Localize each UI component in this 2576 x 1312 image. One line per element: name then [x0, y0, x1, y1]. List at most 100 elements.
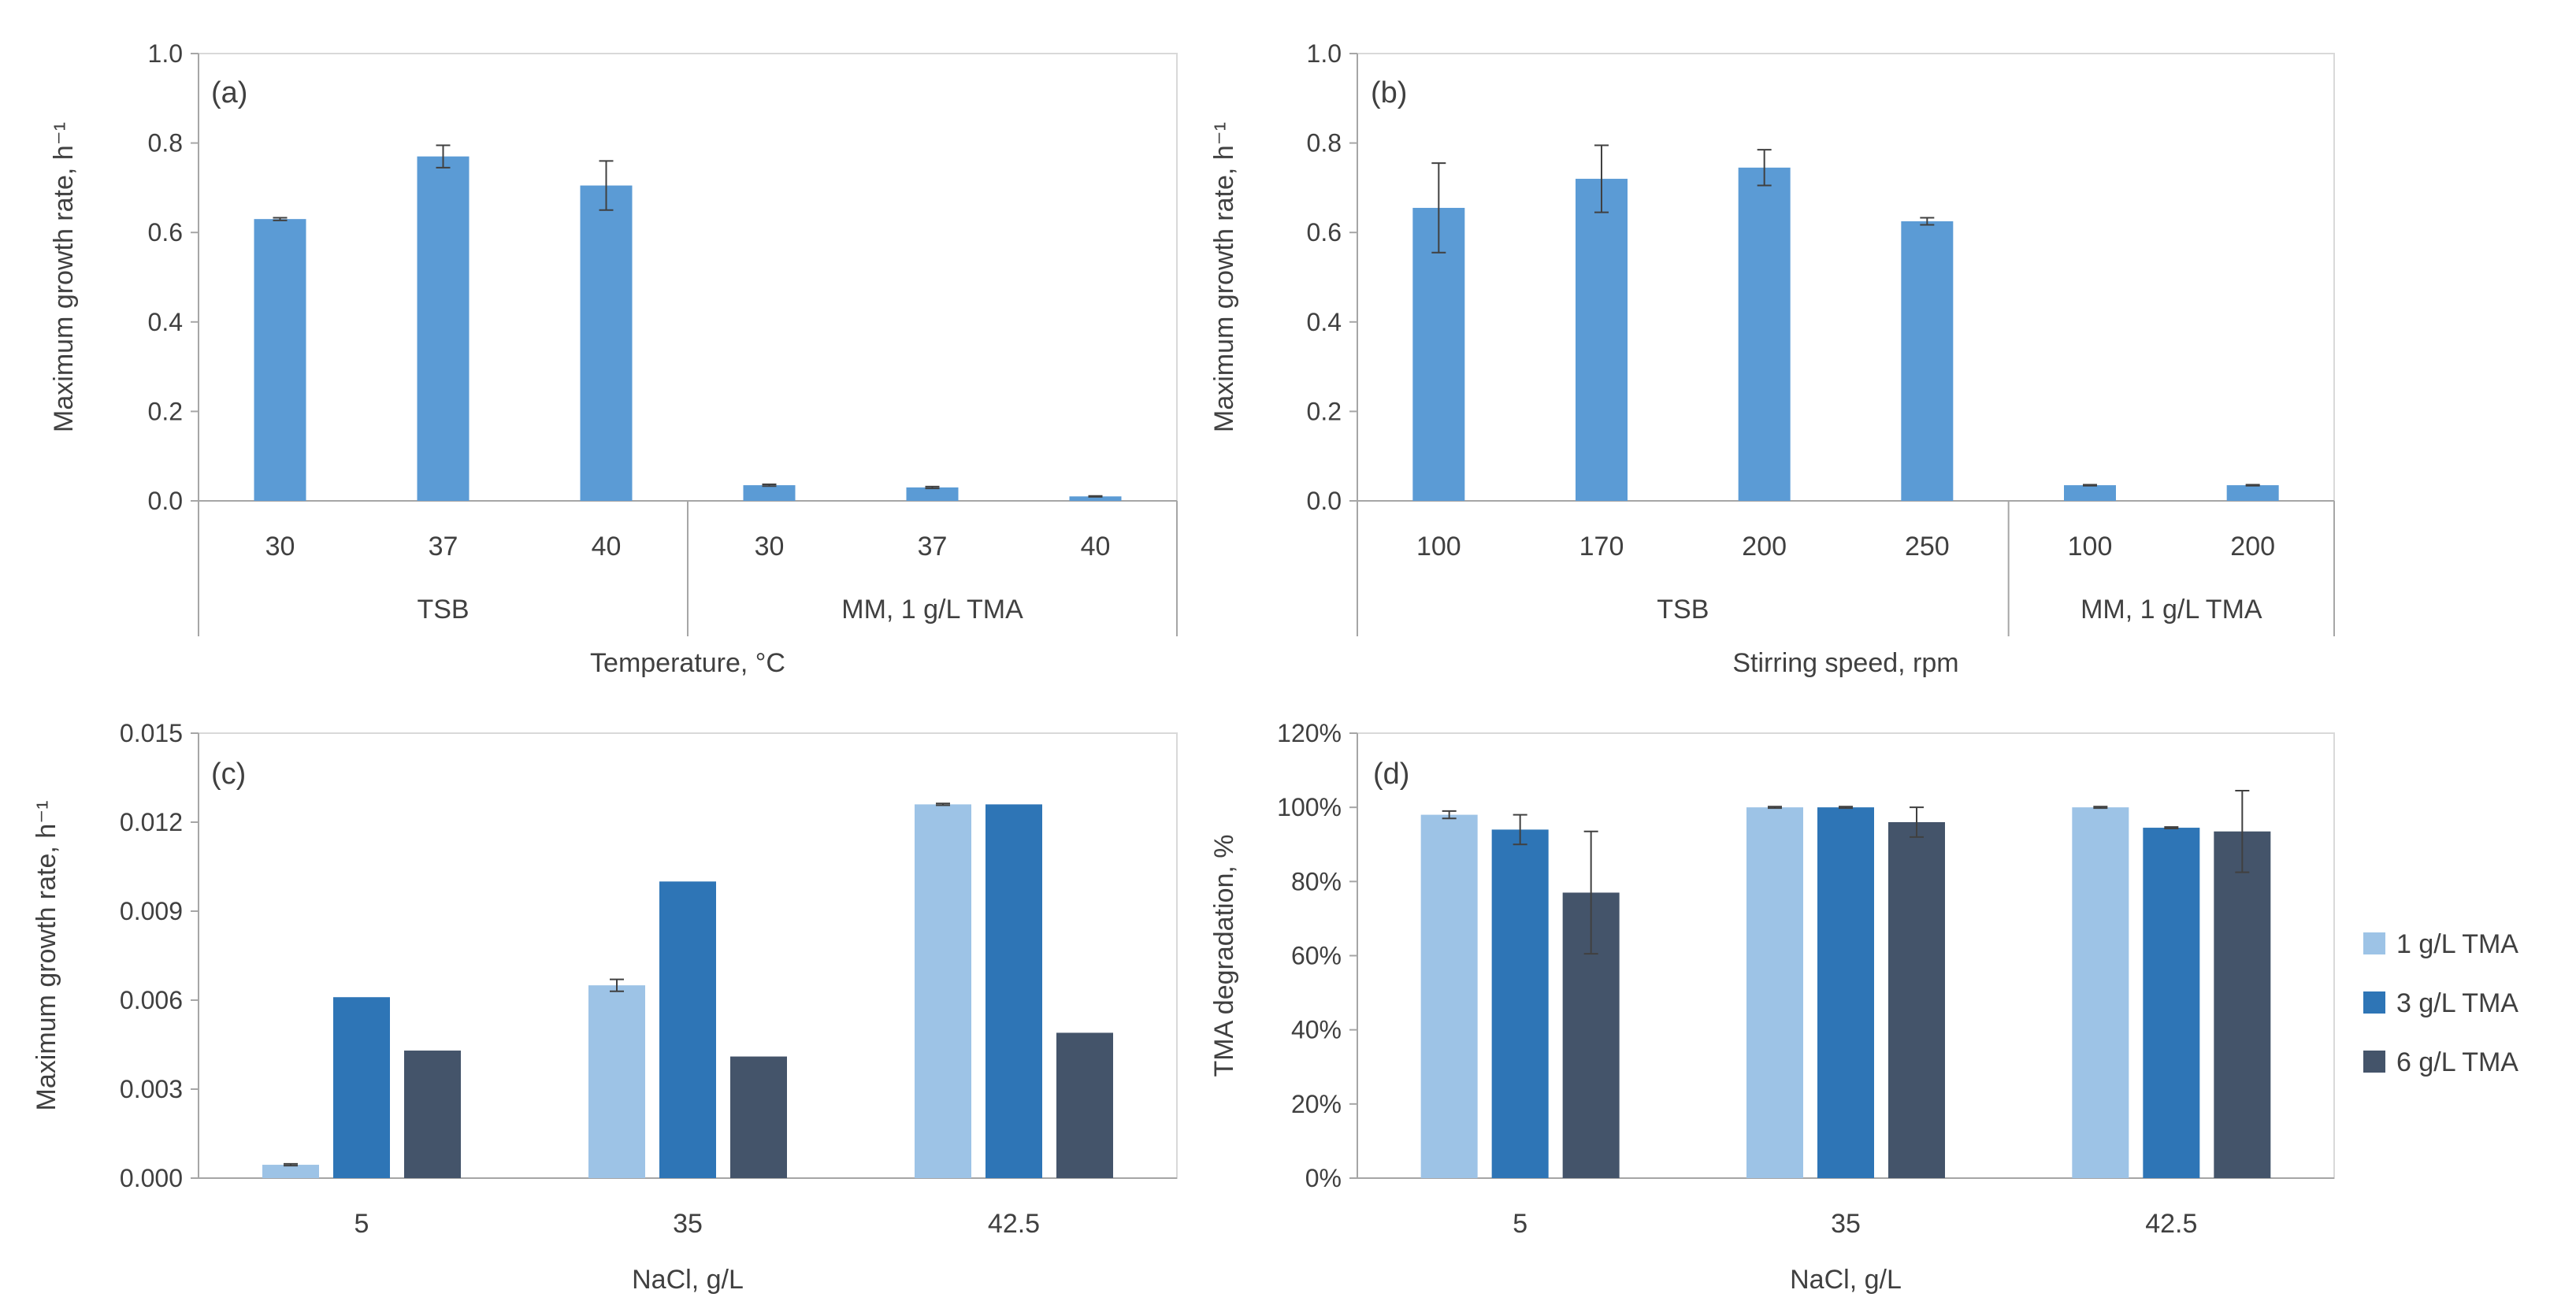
x-axis-title: NaCl, g/L: [1790, 1265, 1902, 1295]
x-tick-label: 40: [592, 532, 622, 561]
bar: [906, 487, 959, 501]
bar: [743, 485, 796, 501]
y-tick-label: 0.0: [148, 487, 183, 515]
y-tick-label: 0.012: [120, 808, 183, 836]
bar: [915, 804, 971, 1178]
x-tick-label: 30: [265, 532, 295, 561]
y-tick-label: 1.0: [1307, 39, 1342, 68]
bar: [1746, 807, 1803, 1178]
chart-panel-b: 0.0 0.2 0.4 0.6 0.8 1.0 (b) Maximum growth rate…: [1209, 39, 2335, 678]
y-tick-label: 60%: [1291, 942, 1342, 970]
bar: [588, 985, 645, 1178]
panel-label: (d): [1373, 758, 1409, 791]
bar: [659, 881, 716, 1178]
x-tick-label: 250: [1905, 532, 1950, 561]
x-tick-label: 30: [755, 532, 785, 561]
chart-panel-a: 0.0 0.2 0.4 0.6 0.8 1.0 (a) Maximum growth rate…: [49, 39, 1178, 678]
group-label: MM, 1 g/L TMA: [2080, 595, 2262, 624]
bar: [1817, 807, 1874, 1178]
bar: [2143, 828, 2200, 1178]
bar: [1901, 221, 1954, 501]
chart-panel-c: 0.000 0.003 0.006 0.009 0.012 0.015 (c) Maximum…: [32, 719, 1178, 1295]
bar: [2226, 485, 2279, 501]
x-tick-label: 100: [1416, 532, 1461, 561]
group-label: TSB: [417, 595, 469, 624]
legend-label: 1 g/L TMA: [2396, 929, 2518, 959]
y-tick-label: 120%: [1277, 719, 1342, 747]
y-axis-title: Maximum growth rate, h⁻¹: [49, 122, 79, 432]
panel-label: (a): [211, 76, 247, 109]
legend-swatch: [2363, 932, 2385, 954]
x-tick-label: 35: [1831, 1209, 1861, 1239]
x-axis-title: NaCl, g/L: [632, 1265, 744, 1295]
bar: [333, 997, 390, 1178]
y-tick-label: 0.2: [1307, 397, 1342, 425]
bar: [404, 1051, 461, 1178]
bar: [1069, 496, 1122, 501]
legend: 1 g/L TMA 3 g/L TMA 6 g/L TMA: [2363, 929, 2518, 1077]
y-tick-label: 0.0: [1307, 487, 1342, 515]
bar: [1056, 1032, 1113, 1178]
x-tick-label: 170: [1579, 532, 1624, 561]
legend-label: 6 g/L TMA: [2396, 1047, 2518, 1077]
bar: [262, 1165, 319, 1178]
bar: [417, 156, 470, 501]
y-tick-label: 0.2: [148, 397, 183, 425]
panel-label: (b): [1371, 76, 1407, 109]
x-axis-title: Stirring speed, rpm: [1732, 648, 1958, 678]
y-tick-label: 20%: [1291, 1090, 1342, 1118]
x-tick-label: 200: [1742, 532, 1787, 561]
x-tick-label: 200: [2230, 532, 2275, 561]
y-tick-label: 40%: [1291, 1016, 1342, 1044]
bar: [1412, 207, 1465, 501]
x-tick-label: 42.5: [2145, 1209, 2197, 1239]
y-tick-label: 0.8: [1307, 129, 1342, 158]
legend-swatch: [2363, 1051, 2385, 1073]
x-tick-label: 5: [1513, 1209, 1527, 1239]
y-tick-label: 100%: [1277, 793, 1342, 821]
y-tick-label: 80%: [1291, 867, 1342, 895]
chart-panel-d: 0% 20% 40% 60% 80% 100% 120% (d) TMA degradation…: [1209, 719, 2335, 1295]
y-axis-title: TMA degradation, %: [1209, 834, 1239, 1077]
y-tick-label: 0.6: [148, 218, 183, 246]
bar: [1888, 822, 1945, 1178]
y-tick-label: 0.8: [148, 129, 183, 158]
x-tick-label: 37: [429, 532, 458, 561]
y-tick-label: 0.000: [120, 1164, 183, 1192]
bar: [730, 1056, 787, 1178]
bar: [2214, 831, 2271, 1178]
panel-label: (c): [211, 758, 246, 791]
bar: [1576, 179, 1628, 502]
x-tick-label: 100: [2068, 532, 2113, 561]
x-tick-label: 42.5: [988, 1209, 1040, 1239]
x-axis-title: Temperature, °C: [590, 648, 785, 678]
bar: [1420, 814, 1478, 1178]
group-label: MM, 1 g/L TMA: [841, 595, 1023, 624]
bar: [2072, 807, 2129, 1178]
y-tick-label: 0.015: [120, 719, 183, 747]
bar: [1738, 167, 1791, 501]
y-tick-label: 0.6: [1307, 218, 1342, 246]
x-tick-label: 35: [673, 1209, 703, 1239]
y-tick-label: 0.003: [120, 1075, 183, 1103]
group-label: TSB: [1657, 595, 1709, 624]
bar: [1491, 829, 1549, 1178]
bar: [2064, 485, 2116, 501]
bar: [254, 219, 306, 501]
y-tick-label: 1.0: [148, 39, 183, 68]
y-tick-label: 0%: [1305, 1164, 1342, 1192]
y-axis-title: Maximum growth rate, h⁻¹: [1209, 122, 1239, 432]
bar: [580, 185, 633, 501]
y-tick-label: 0.4: [148, 308, 183, 336]
y-axis-title: Maximum growth rate, h⁻¹: [32, 801, 61, 1111]
y-tick-label: 0.006: [120, 986, 183, 1014]
bar: [985, 804, 1042, 1178]
y-tick-label: 0.009: [120, 897, 183, 925]
y-tick-label: 0.4: [1307, 308, 1342, 336]
legend-swatch: [2363, 991, 2385, 1014]
legend-label: 3 g/L TMA: [2396, 988, 2518, 1018]
x-tick-label: 37: [918, 532, 948, 561]
x-tick-label: 5: [354, 1209, 369, 1239]
x-tick-label: 40: [1081, 532, 1111, 561]
